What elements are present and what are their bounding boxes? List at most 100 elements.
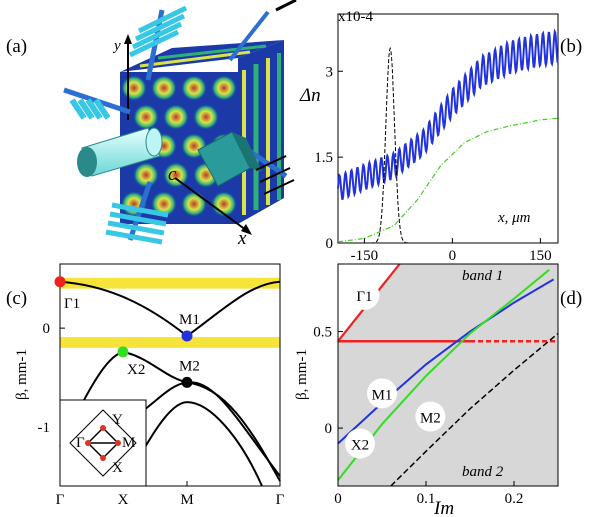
y-tick-label-b-2: 3 [326, 64, 334, 80]
inset-label-gamma: Γ [76, 435, 85, 451]
lattice-spot-6 [193, 104, 219, 130]
lattice-spot-0 [121, 75, 147, 101]
cube-side-face [238, 40, 284, 224]
c-axis-label: c [168, 164, 177, 185]
y-axis-label-c: β, mm-1 [14, 349, 30, 400]
lattice-spot-15 [151, 191, 177, 217]
y-tick-label-b-1: 1.5 [314, 150, 333, 166]
x-axis-label: x [237, 228, 247, 249]
x-tick-label-b-0: -150 [351, 248, 379, 264]
band-shade-c-0 [60, 277, 280, 289]
x-axis-label-b: x, μm [497, 210, 531, 226]
lattice-spot-4 [133, 104, 159, 130]
panel-label-c: (c) [6, 288, 27, 309]
x-tick-label-c-1: X [118, 492, 129, 508]
series-d-3 [337, 278, 555, 445]
panel-label-b: (b) [560, 36, 582, 57]
series-b-green-line [337, 117, 558, 243]
series-d-5 [390, 332, 559, 487]
band-shade-c-1 [60, 337, 280, 348]
y-tick-label-d-1: 0.5 [313, 325, 332, 341]
panel-d: (d) 0 0.1 0.2 0 0.5 Γ1 M1 X2 M2 band 1 band 2 β… [294, 263, 582, 517]
series-b [337, 28, 559, 244]
x-axis-label-d: Im [433, 498, 454, 517]
x-tick-label-c-2: M [180, 492, 193, 508]
beam-cylinder [77, 127, 163, 177]
panel-label-d: (d) [560, 288, 582, 309]
inset-label-x: X [112, 460, 123, 476]
inset-label-m: M [122, 435, 135, 451]
bandline-c-band-4 [122, 401, 263, 487]
writing-beam-bottom [105, 181, 169, 245]
point-c-0 [54, 276, 66, 288]
band-shading-c [60, 277, 280, 348]
point-c-2 [117, 346, 129, 358]
lattice-spot-16 [181, 191, 207, 217]
y-axis-label: y [112, 38, 121, 54]
ticks-d: 0 0.1 0.2 0 0.5 [313, 325, 523, 507]
point-label-c-3: M2 [179, 358, 200, 374]
lattice-spot-11 [133, 162, 159, 188]
panel-label-a: (a) [6, 36, 27, 57]
bandline-c-band-2 [59, 350, 281, 482]
x-axis-arrow [241, 224, 252, 235]
lattice-spot-3 [211, 75, 237, 101]
x-tick-label-d-1: 0.1 [417, 491, 436, 507]
point-c-3 [181, 376, 193, 388]
point-label-c-1: M1 [179, 312, 200, 328]
cube-top-stripes [139, 44, 267, 68]
point-label-d-1: M1 [372, 387, 393, 403]
point-label-d-0: Γ1 [356, 289, 372, 305]
axes-frame-c [59, 263, 281, 487]
points-c: Γ1 M1 X2 M2 [54, 276, 200, 388]
x-tick-label-d-0: 0 [334, 491, 342, 507]
y-tick-label-d-0: 0 [325, 421, 333, 437]
writing-beam-side [228, 0, 297, 195]
writing-beam-top [128, 5, 188, 81]
x-axis-line [174, 177, 247, 231]
y-axis-arrow [124, 34, 132, 44]
y-axis-label-b: Δn [299, 85, 321, 106]
point-bubble-d-0 [349, 279, 380, 310]
y-tick-label-b-0: 0 [326, 236, 334, 252]
point-label-d-3: M2 [420, 411, 441, 427]
point-labels-d: Γ1 M1 X2 M2 [345, 279, 446, 459]
x-tick-label-c-0: Γ [56, 492, 65, 508]
point-bubble-d-2 [345, 428, 375, 459]
x-tick-label-b-2: 150 [529, 248, 552, 264]
bandline-c-band-1 [59, 280, 281, 338]
y-tick-label-c-0: 0 [43, 321, 51, 337]
point-c-1 [181, 330, 193, 342]
region-label-band2: band 2 [462, 464, 504, 480]
point-label-c-0: Γ1 [64, 296, 80, 312]
axes-frame-b [337, 13, 559, 244]
lattice-spot-17 [211, 191, 237, 217]
panel-b: (b) -150 0 150 0 1.5 3 x10-4 Δn x, μm [299, 9, 582, 264]
series-b-blue-line [337, 28, 559, 200]
lattice-spot-12 [163, 162, 189, 188]
panel-a: (a) y x c [6, 0, 297, 249]
point-label-c-2: X2 [127, 362, 145, 378]
lattice-spot-5 [163, 104, 189, 130]
lattice-spot-2 [181, 75, 207, 101]
point-label-d-2: X2 [351, 438, 369, 454]
point-bubble-d-3 [415, 401, 446, 432]
x-tick-label-b-1: 0 [449, 248, 457, 264]
series-b-gaussian-line [370, 46, 412, 244]
region-label-band1: band 1 [462, 268, 503, 284]
brillouin-inset: Y Γ M X [59, 399, 147, 487]
y-exponent-b: x10-4 [338, 9, 373, 25]
writing-beam-right [197, 131, 288, 187]
inset-label-y: Y [112, 412, 123, 428]
axes-frame-d [337, 263, 559, 487]
x-tick-label-d-2: 0.2 [505, 491, 524, 507]
x-tick-label-c-3: Γ [276, 492, 285, 508]
series-d-4 [337, 269, 550, 481]
ticks-b: -150 0 150 0 1.5 3 [314, 64, 551, 264]
y-tick-label-c-1: -1 [38, 420, 51, 436]
point-bubble-d-1 [367, 378, 397, 409]
lattice-spot-1 [151, 75, 177, 101]
writing-beam-left [63, 87, 131, 120]
